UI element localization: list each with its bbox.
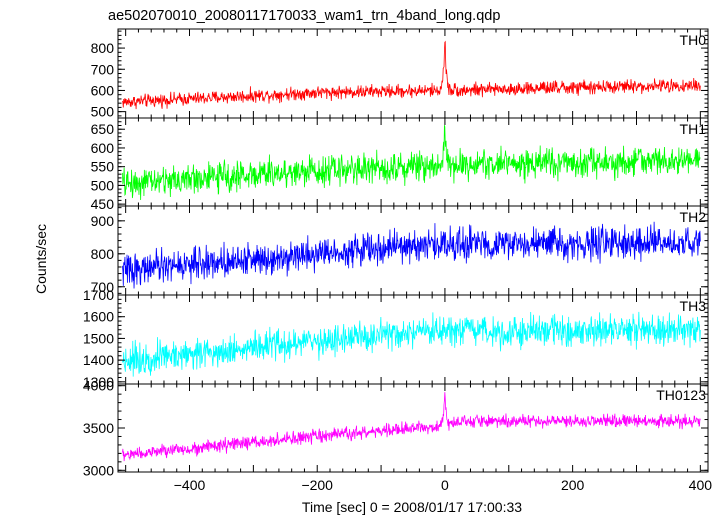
panel-title: TH0123 xyxy=(656,387,706,403)
panel-title: TH2 xyxy=(680,209,707,225)
x-tick-label: 200 xyxy=(561,477,585,493)
y-tick-label: 600 xyxy=(91,82,115,98)
series-line xyxy=(122,125,701,200)
y-tick-label: 800 xyxy=(91,246,115,262)
panel-title: TH0 xyxy=(680,32,707,48)
chart-title: ae502070010_20080117170033_wam1_trn_4ban… xyxy=(108,8,500,24)
y-tick-label: 600 xyxy=(91,140,115,156)
y-tick-label: 700 xyxy=(91,61,115,77)
y-tick-label: 1500 xyxy=(83,330,114,346)
y-tick-label: 1700 xyxy=(83,287,114,303)
x-axis-label: Time [sec] 0 = 2008/01/17 17:00:33 xyxy=(302,499,522,515)
series-line xyxy=(122,311,701,377)
x-tick-label: 0 xyxy=(441,477,449,493)
y-tick-label: 700 xyxy=(91,279,115,295)
y-tick-label: 1300 xyxy=(83,374,114,390)
y-tick-label: 900 xyxy=(91,213,115,229)
y-tick-label: 3000 xyxy=(83,462,114,478)
y-tick-label: 1400 xyxy=(83,352,114,368)
y-tick-label: 800 xyxy=(91,40,115,56)
x-tick-label: 400 xyxy=(689,477,713,493)
y-axis-label: Counts/sec xyxy=(33,224,49,294)
panel-title: TH1 xyxy=(680,121,707,137)
x-tick-label: −400 xyxy=(174,477,206,493)
panel-th0: 500 600 700 800 TH0 xyxy=(91,28,709,120)
y-tick-label: 3500 xyxy=(83,420,114,436)
x-tick-label: −200 xyxy=(301,477,333,493)
y-tick-label: 500 xyxy=(91,177,115,193)
panel-th1: 450 500 550 600 650 TH1 xyxy=(91,117,709,212)
chart-panels: 500 600 700 800 TH0 450 500 550 600 650 TH1 700 800 9… xyxy=(83,28,712,493)
y-tick-label: 1600 xyxy=(83,309,114,325)
panel-frame xyxy=(117,28,709,119)
series-line xyxy=(122,40,701,110)
panel-th2: 700 800 900 TH2 xyxy=(91,205,709,296)
y-tick-label: 500 xyxy=(91,104,115,120)
y-tick-label: 4000 xyxy=(83,378,114,394)
panel-th0123: 3000 3500 4000 −400 −200 0 200 400 TH0123 xyxy=(83,378,712,493)
series-line xyxy=(122,221,701,289)
y-tick-label: 550 xyxy=(91,159,115,175)
panel-th3: 1300 1400 1500 1600 1700 TH3 xyxy=(83,287,709,390)
panel-title: TH3 xyxy=(680,298,707,314)
series-line xyxy=(122,392,701,462)
y-tick-label: 650 xyxy=(91,121,115,137)
y-tick-label: 450 xyxy=(91,196,115,212)
